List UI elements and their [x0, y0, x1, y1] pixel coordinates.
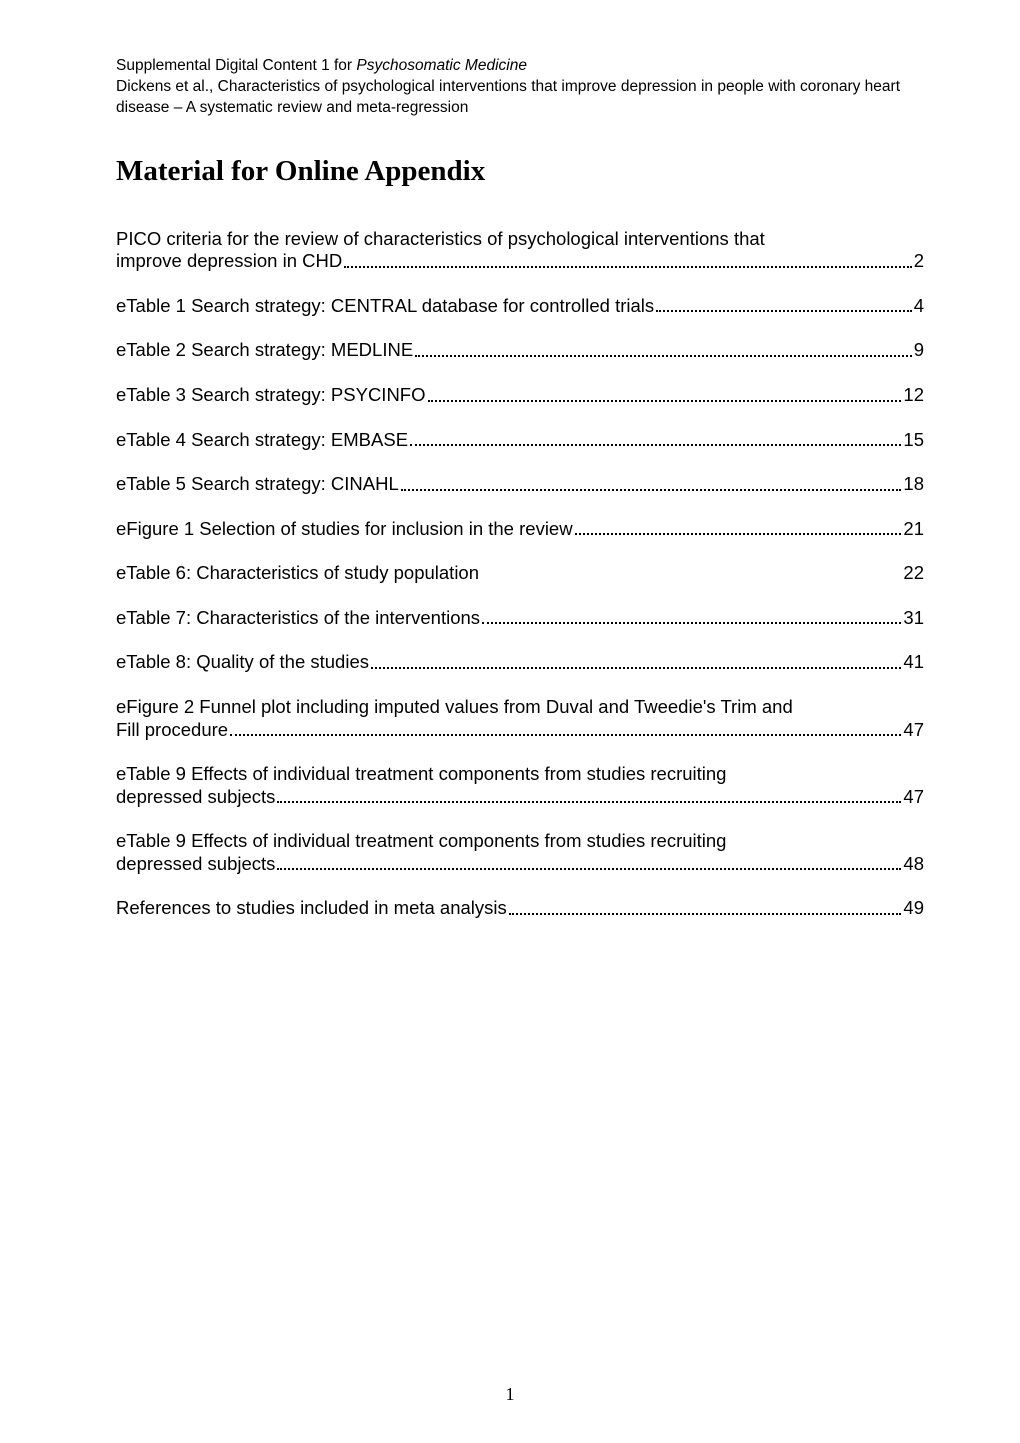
- toc-leader-dots: [344, 266, 912, 268]
- toc-leader-dots: [575, 533, 902, 535]
- toc-leader-dots: [482, 622, 901, 624]
- toc-entry-last-line: Fill procedure 47: [116, 719, 924, 742]
- toc-entry-label: eTable 1 Search strategy: CENTRAL databa…: [116, 295, 654, 318]
- toc-entry: eTable 9 Effects of individual treatment…: [116, 763, 924, 808]
- header-line1-italic: Psychosomatic Medicine: [356, 57, 527, 74]
- toc-entry: eTable 8: Quality of the studies 41: [116, 651, 924, 674]
- toc-entry: eFigure 1 Selection of studies for inclu…: [116, 518, 924, 541]
- toc-leader-dots: [428, 400, 902, 402]
- header-line1-pre: Supplemental Digital Content 1 for: [116, 57, 356, 74]
- toc-leader-dots: [277, 801, 901, 803]
- toc-entry-label: depressed subjects: [116, 786, 275, 809]
- running-header: Supplemental Digital Content 1 for Psych…: [116, 56, 924, 119]
- toc-entry: eTable 7: Characteristics of the interve…: [116, 607, 924, 630]
- toc-entry-page: 47: [903, 786, 924, 809]
- toc-entry-page: 15: [903, 429, 924, 452]
- toc-leader-dots: [371, 667, 901, 669]
- toc-entry-page: 9: [914, 339, 924, 362]
- toc-entry-label: References to studies included in meta a…: [116, 897, 507, 920]
- toc-entry-label: eTable 4 Search strategy: EMBASE: [116, 429, 408, 452]
- page-title: Material for Online Appendix: [116, 155, 924, 188]
- toc-entry-label: eTable 8: Quality of the studies: [116, 651, 369, 674]
- toc-entry-page: 22: [903, 562, 924, 585]
- toc-entry-label-line: eFigure 2 Funnel plot including imputed …: [116, 696, 924, 719]
- toc-entry-label: eTable 6: Characteristics of study popul…: [116, 562, 479, 585]
- toc-entry-last-line: improve depression in CHD 2: [116, 250, 924, 273]
- toc-entry-label: depressed subjects: [116, 853, 275, 876]
- toc-leader-dots: [230, 734, 901, 736]
- toc-entry-page: 4: [914, 295, 924, 318]
- toc-entry-last-line: depressed subjects 48: [116, 853, 924, 876]
- toc-entry: eTable 5 Search strategy: CINAHL 18: [116, 473, 924, 496]
- toc-entry-label: eFigure 1 Selection of studies for inclu…: [116, 518, 573, 541]
- toc-entry-page: 47: [903, 719, 924, 742]
- toc-leader-dots: [509, 913, 902, 915]
- header-line2: Dickens et al., Characteristics of psych…: [116, 78, 900, 116]
- toc-entry: References to studies included in meta a…: [116, 897, 924, 920]
- toc-entry-label-line: PICO criteria for the review of characte…: [116, 228, 924, 251]
- toc-entry-page: 12: [903, 384, 924, 407]
- toc-entry-label: Fill procedure: [116, 719, 228, 742]
- toc-entry-label: eTable 5 Search strategy: CINAHL: [116, 473, 399, 496]
- toc-entry-label: eTable 7: Characteristics of the interve…: [116, 607, 480, 630]
- toc-entry-label-line: eTable 9 Effects of individual treatment…: [116, 830, 924, 853]
- toc-leader-dots: [410, 444, 901, 446]
- page: Supplemental Digital Content 1 for Psych…: [0, 0, 1020, 1443]
- toc-entry-label-line: eTable 9 Effects of individual treatment…: [116, 763, 924, 786]
- toc-entry-label: eTable 2 Search strategy: MEDLINE: [116, 339, 413, 362]
- toc-entry: eTable 1 Search strategy: CENTRAL databa…: [116, 295, 924, 318]
- toc-entry-page: 21: [903, 518, 924, 541]
- toc-entry: eTable 2 Search strategy: MEDLINE 9: [116, 339, 924, 362]
- toc-entry: eTable 6: Characteristics of study popul…: [116, 562, 924, 585]
- toc-leader-dots: [401, 489, 902, 491]
- toc-entry: eTable 3 Search strategy: PSYCINFO 12: [116, 384, 924, 407]
- toc-entry: eFigure 2 Funnel plot including imputed …: [116, 696, 924, 741]
- toc-entry-last-line: depressed subjects 47: [116, 786, 924, 809]
- toc-entry-page: 18: [903, 473, 924, 496]
- toc-entry: eTable 4 Search strategy: EMBASE 15: [116, 429, 924, 452]
- toc-entry-label: eTable 3 Search strategy: PSYCINFO: [116, 384, 426, 407]
- toc-entry-page: 49: [903, 897, 924, 920]
- toc-entry-page: 31: [903, 607, 924, 630]
- toc-leader-dots: [415, 355, 912, 357]
- page-number: 1: [0, 1384, 1020, 1405]
- toc-leader-dots: [277, 868, 901, 870]
- table-of-contents: PICO criteria for the review of characte…: [116, 228, 924, 920]
- toc-entry-page: 41: [903, 651, 924, 674]
- toc-entry: eTable 9 Effects of individual treatment…: [116, 830, 924, 875]
- toc-entry-page: 48: [903, 853, 924, 876]
- toc-leader-dots: [656, 310, 912, 312]
- toc-entry-label: improve depression in CHD: [116, 250, 342, 273]
- toc-entry-page: 2: [914, 250, 924, 273]
- toc-entry: PICO criteria for the review of characte…: [116, 228, 924, 273]
